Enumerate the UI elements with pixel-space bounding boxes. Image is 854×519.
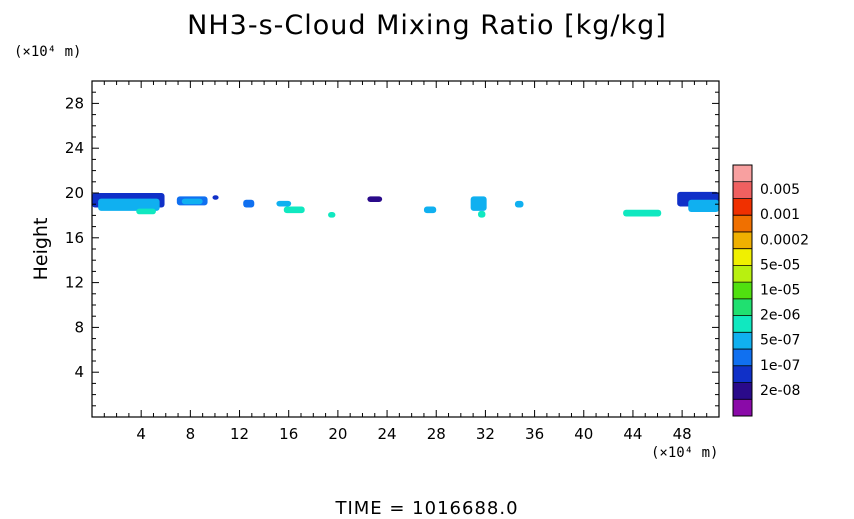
colorbar-frame: [732, 164, 753, 417]
x-tick-label: 16: [279, 425, 298, 443]
cloud-patch-7: [276, 200, 292, 207]
cloud-patch-14: [514, 200, 524, 208]
chart-title: NH3-s-Cloud Mixing Ratio [kg/kg]: [187, 10, 667, 41]
x-tick-label: 32: [476, 425, 495, 443]
colorbar-swatch: [733, 265, 752, 283]
x-axis-unit: (×10⁴ m): [651, 445, 719, 461]
colorbar-label: 0.005: [760, 182, 800, 198]
x-tick-label: 8: [186, 425, 196, 443]
cloud-patch-13: [478, 210, 486, 218]
colorbar-swatch: [733, 332, 752, 350]
cloud-patch-6: [243, 199, 255, 208]
x-tick-label: 4: [136, 425, 146, 443]
cloud-patch-2: [136, 208, 156, 215]
x-tick-label: 36: [525, 425, 544, 443]
colorbar-label: 1e-05: [760, 283, 800, 299]
y-tick-label: 4: [74, 363, 84, 381]
cloud-patch-9: [328, 212, 336, 218]
y-tick-label: 20: [65, 184, 84, 202]
colorbar-swatch: [733, 282, 752, 300]
cloud-patch-8: [283, 206, 305, 214]
x-tick-label: 48: [673, 425, 692, 443]
cloud-patch-5: [212, 195, 219, 200]
colorbar-swatch: [733, 399, 752, 417]
time-footer: TIME = 1016688.0: [335, 498, 519, 519]
colorbar-label: 2e-08: [760, 383, 800, 399]
y-tick-label: 24: [65, 139, 84, 157]
colorbar-swatch: [733, 198, 752, 216]
y-axis-unit: (×10⁴ m): [14, 44, 82, 60]
colorbar-swatch: [733, 298, 752, 317]
x-tick-label: 44: [623, 425, 642, 443]
colorbar-swatch: [733, 365, 752, 384]
y-tick-label: 8: [74, 318, 84, 336]
plot-frame: [91, 80, 720, 418]
colorbar-label: 5e-05: [760, 257, 800, 273]
cloud-patch-1: [98, 198, 160, 211]
x-tick-label: 12: [230, 425, 249, 443]
colorbar-swatch: [733, 315, 752, 333]
colorbar-label: 1e-07: [760, 358, 800, 374]
colorbar-swatch: [733, 215, 752, 233]
cloud-patch-17: [688, 199, 719, 213]
colorbar-label: 2e-06: [760, 308, 800, 324]
colorbar-label: 0.0002: [760, 232, 809, 248]
colorbar-swatch: [733, 349, 752, 367]
colorbar-swatch: [733, 181, 752, 199]
colorbar-swatch: [733, 382, 752, 400]
x-tick-label: 24: [378, 425, 397, 443]
cloud-patch-15: [623, 209, 662, 217]
x-tick-label: 28: [427, 425, 446, 443]
y-tick-label: 28: [65, 94, 84, 112]
x-tick-label: 40: [574, 425, 593, 443]
colorbar-label: 0.001: [760, 207, 800, 223]
cloud-patch-4: [181, 198, 203, 205]
colorbar-swatch: [733, 248, 752, 266]
cloud-patch-12: [470, 196, 487, 211]
cloud-patch-11: [423, 206, 437, 214]
colorbar-swatch: [733, 165, 752, 183]
y-axis-label: Height: [30, 218, 52, 281]
cloud-patch-10: [367, 196, 383, 202]
y-tick-label: 12: [65, 274, 84, 292]
colorbar-label: 5e-07: [760, 333, 800, 349]
x-tick-label: 20: [328, 425, 347, 443]
colorbar-swatch: [733, 231, 752, 250]
y-tick-label: 16: [65, 229, 84, 247]
